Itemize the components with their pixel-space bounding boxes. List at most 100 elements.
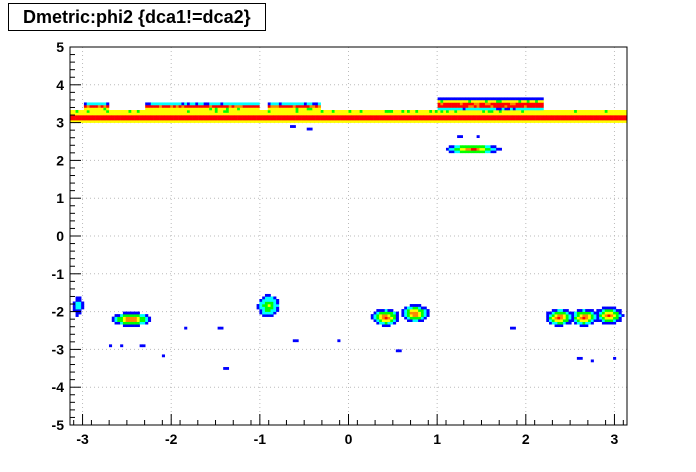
heatmap-cell [122,319,126,322]
heatmap-cell [613,311,617,315]
heatmap-cell [131,324,135,328]
heatmap-cell [376,319,380,322]
heatmap-cell [295,112,299,116]
heatmap-cell [186,117,191,121]
heatmap-cell [108,115,113,118]
heatmap-cell [348,120,352,123]
heatmap-cell [437,117,441,121]
heatmap-cell [454,102,458,106]
heatmap-cell [451,110,455,113]
heatmap-cell [147,120,152,123]
heatmap-cell [306,115,310,118]
heatmap-cell [615,110,619,113]
heatmap-cell [412,314,416,317]
heatmap-cell [521,99,525,103]
heatmap-cell [540,102,544,106]
heatmap-cell [376,115,380,118]
heatmap-cell [351,115,355,118]
heatmap-cell [237,110,241,113]
heatmap-cell [434,112,438,116]
heatmap-cell [228,120,232,123]
heatmap-cell [574,321,578,325]
heatmap-cell [459,145,463,149]
heatmap-cell [217,104,221,108]
heatmap-cell [384,321,388,325]
heatmap-cell [418,117,422,121]
heatmap-cell [159,112,163,116]
heatmap-cell [615,314,619,317]
heatmap-cell [560,321,564,325]
heatmap-cell [161,102,165,106]
heatmap-cell [596,120,600,123]
heatmap-cell [125,314,129,317]
heatmap-cell [529,107,533,111]
heatmap-cell [251,110,255,113]
heatmap-cell [351,117,355,121]
heatmap-cell [540,117,544,121]
heatmap-cell [404,112,408,116]
heatmap-cell [120,110,124,113]
heatmap-cell [97,117,101,121]
heatmap-cell [359,120,363,123]
heatmap-cell [170,110,174,113]
heatmap-cell [565,120,569,123]
heatmap-cell [457,145,461,149]
heatmap-cell [523,107,528,111]
heatmap-cell [518,112,522,116]
heatmap-cell [184,326,188,330]
heatmap-cell [496,115,500,118]
heatmap-cell [234,110,238,113]
heatmap-cell [459,99,463,103]
heatmap-cell [381,120,385,123]
heatmap-cell [209,117,213,121]
heatmap-cell [546,112,550,116]
heatmap-cell [576,115,580,118]
heatmap-cell [273,311,277,315]
heatmap-cell [290,117,294,121]
heatmap-cell [490,104,494,108]
heatmap-cell [220,110,224,113]
heatmap-cell [395,110,399,113]
heatmap-cell [571,117,575,121]
heatmap-cell [445,104,450,108]
heatmap-cell [588,117,592,121]
heatmap-cell [384,316,388,320]
heatmap-cell [262,299,266,302]
heatmap-cell [557,110,561,113]
heatmap-cell [418,304,422,307]
heatmap-cell [596,316,600,320]
heatmap-cell [86,112,90,116]
heatmap-cell [89,112,93,116]
heatmap-cell [526,120,530,123]
heatmap-cell [340,120,344,123]
heatmap-cell [86,117,90,121]
heatmap-cell [401,314,405,317]
heatmap-cell [613,321,617,325]
heatmap-cell [125,324,129,328]
heatmap-cell [198,115,202,118]
heatmap-cell [593,316,597,320]
heatmap-cell [329,117,333,121]
heatmap-cell [490,120,494,123]
heatmap-cell [276,102,280,106]
heatmap-cell [393,115,397,118]
heatmap-cell [490,147,494,151]
heatmap-cell [549,110,553,113]
heatmap-cell [292,125,296,128]
heatmap-cell [198,104,202,108]
heatmap-cell [457,117,461,121]
heatmap-cell [125,110,129,113]
heatmap-cell [604,117,608,121]
heatmap-cell [83,120,87,123]
heatmap-cell [290,112,294,116]
heatmap-cell [175,104,179,108]
heatmap-cell [479,145,483,149]
heatmap-cell [384,311,388,315]
heatmap-cell [493,150,497,154]
heatmap-cell [540,99,544,103]
heatmap-cell [596,311,600,315]
heatmap-cell [81,304,85,307]
heatmap-cell [100,102,104,106]
heatmap-cell [128,316,132,320]
heatmap-cell [468,99,472,103]
